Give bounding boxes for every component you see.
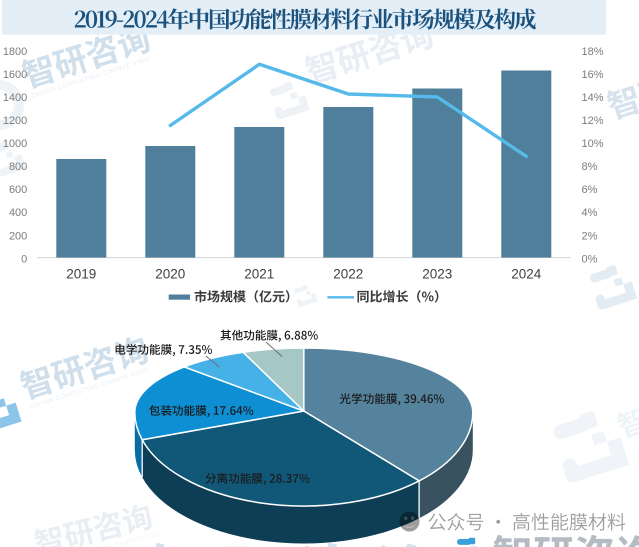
svg-text:1600: 1600 [3, 69, 27, 81]
svg-text:2019: 2019 [66, 267, 96, 282]
svg-text:14%: 14% [582, 92, 604, 104]
svg-text:2%: 2% [582, 230, 598, 242]
svg-text:8%: 8% [582, 161, 598, 173]
svg-text:1400: 1400 [3, 92, 27, 104]
svg-text:2020: 2020 [155, 267, 185, 282]
svg-text:2021: 2021 [244, 267, 274, 282]
svg-text:2023: 2023 [422, 267, 452, 282]
svg-text:18%: 18% [582, 46, 604, 58]
svg-text:600: 600 [9, 184, 27, 196]
svg-text:4%: 4% [582, 207, 598, 219]
svg-text:1800: 1800 [3, 46, 27, 58]
svg-text:0%: 0% [582, 253, 598, 265]
svg-text:10%: 10% [582, 138, 604, 150]
svg-text:800: 800 [9, 161, 27, 173]
svg-text:0: 0 [21, 253, 27, 265]
svg-text:2024: 2024 [511, 267, 542, 282]
svg-text:1200: 1200 [3, 115, 27, 127]
svg-text:1000: 1000 [3, 138, 27, 150]
svg-text:2022: 2022 [333, 267, 363, 282]
svg-text:6%: 6% [582, 184, 598, 196]
svg-text:400: 400 [9, 207, 27, 219]
svg-text:200: 200 [9, 230, 27, 242]
svg-text:16%: 16% [582, 69, 604, 81]
svg-text:12%: 12% [582, 115, 604, 127]
